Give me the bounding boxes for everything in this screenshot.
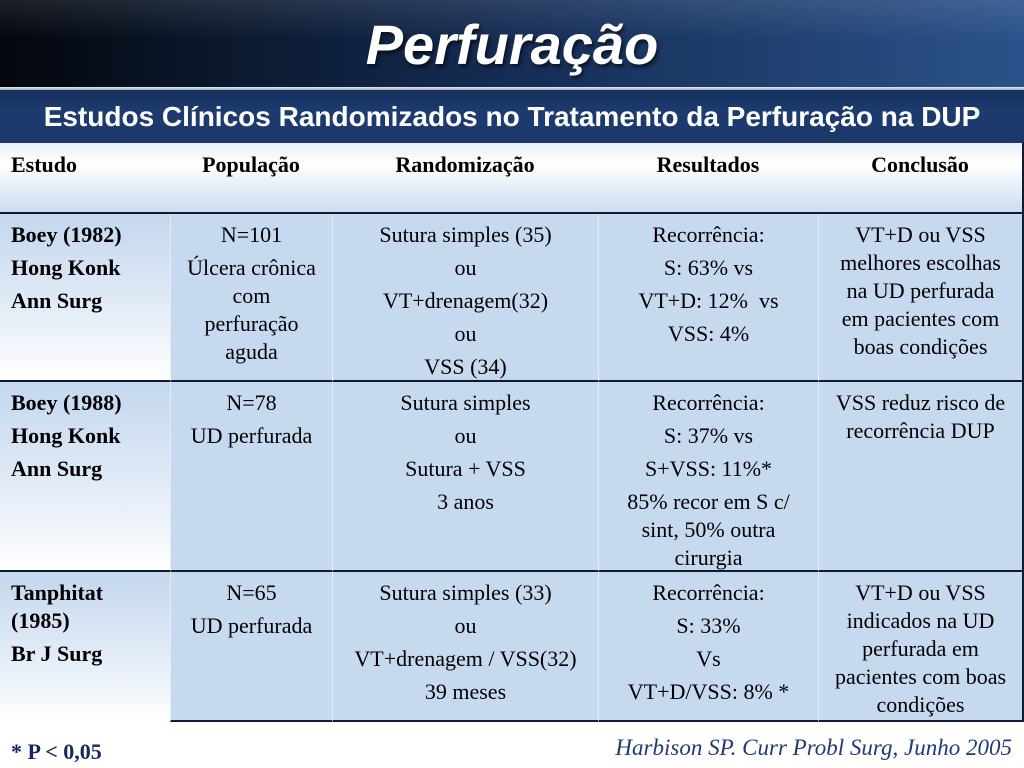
cell-line: Tanphitat (1985) xyxy=(11,580,109,633)
cell-line: 3 anos xyxy=(437,489,494,514)
column-header-conclusao: Conclusão xyxy=(818,143,1024,214)
cell-line: Recorrência: xyxy=(652,580,765,605)
cell-line: Recorrência: xyxy=(652,390,765,415)
banner-divider xyxy=(0,87,1024,90)
cell-line: 39 meses xyxy=(424,679,507,704)
cell-line: VSS (34) xyxy=(424,354,507,379)
cell-resultados: Recorrência: S: 63% vs VT+D: 12% vs VSS:… xyxy=(598,214,818,382)
banner-gloss xyxy=(0,0,1024,40)
studies-table: Estudo População Randomização Resultados… xyxy=(0,143,1024,722)
column-header-randomizacao: Randomização xyxy=(332,143,598,214)
cell-line: VSS reduz risco de recorrência DUP xyxy=(835,390,1011,443)
cell-line: VT+D ou VSS melhores escolhas na UD perf… xyxy=(840,222,1007,359)
cell-line: ou xyxy=(454,255,477,280)
cell-line: S+VSS: 11%* xyxy=(644,456,773,481)
title-banner: Perfuração xyxy=(0,0,1024,87)
cell-line: ou xyxy=(454,321,477,346)
cell-randomizacao: Sutura simples ou Sutura + VSS 3 anos xyxy=(332,382,598,572)
cell-line: VT+drenagem / VSS(32) xyxy=(354,646,577,671)
column-header-resultados: Resultados xyxy=(598,143,818,214)
cell-estudo: Tanphitat (1985) Br J Surg xyxy=(0,572,170,722)
cell-line: S: 33% xyxy=(676,613,741,638)
cell-estudo: Boey (1982) Hong Konk Ann Surg xyxy=(0,214,170,382)
cell-conclusao: VSS reduz risco de recorrência DUP xyxy=(818,382,1024,572)
cell-line: Br J Surg xyxy=(11,641,103,666)
cell-line: VT+D: 12% vs xyxy=(638,288,779,313)
cell-line: Hong Konk xyxy=(11,255,121,280)
cell-line: Sutura simples (33) xyxy=(379,580,552,605)
cell-line: Recorrência: xyxy=(652,222,765,247)
cell-line: Boey (1982) xyxy=(11,222,122,247)
cell-line: ou xyxy=(454,423,477,448)
cell-line: N=78 xyxy=(226,390,277,415)
cell-resultados: Recorrência: S: 37% vs S+VSS: 11%* 85% r… xyxy=(598,382,818,572)
cell-line: Boey (1988) xyxy=(11,390,122,415)
cell-line: Sutura + VSS xyxy=(405,456,526,481)
subtitle-bar: Estudos Clínicos Randomizados no Tratame… xyxy=(0,90,1024,143)
cell-line: Ann Surg xyxy=(11,456,103,481)
cell-line: ou xyxy=(454,613,477,638)
cell-resultados: Recorrência: S: 33% Vs VT+D/VSS: 8% * xyxy=(598,572,818,722)
cell-line: Úlcera crônica com perfuração aguda xyxy=(187,255,322,364)
cell-line: UD perfurada xyxy=(190,613,313,638)
cell-line: UD perfurada xyxy=(190,423,313,448)
cell-line: VSS: 4% xyxy=(667,321,750,346)
cell-line: VT+drenagem(32) xyxy=(382,288,549,313)
cell-populacao: N=101 Úlcera crônica com perfuração agud… xyxy=(170,214,332,382)
slide-subtitle: Estudos Clínicos Randomizados no Tratame… xyxy=(43,101,981,132)
cell-estudo: Boey (1988) Hong Konk Ann Surg xyxy=(0,382,170,572)
cell-line: N=101 xyxy=(220,222,283,247)
cell-line: Ann Surg xyxy=(11,288,103,313)
cell-line: S: 37% vs xyxy=(663,423,754,448)
cell-conclusao: VT+D ou VSS indicados na UD perfurada em… xyxy=(818,572,1024,722)
cell-populacao: N=65 UD perfurada xyxy=(170,572,332,722)
cell-line: VT+D/VSS: 8% * xyxy=(627,679,790,704)
significance-footnote: * P < 0,05 xyxy=(11,739,102,764)
column-header-populacao: População xyxy=(170,143,332,214)
column-header-estudo: Estudo xyxy=(0,143,170,214)
slide-title: Perfuração xyxy=(365,13,659,76)
cell-populacao: N=78 UD perfurada xyxy=(170,382,332,572)
cell-conclusao: VT+D ou VSS melhores escolhas na UD perf… xyxy=(818,214,1024,382)
cell-randomizacao: Sutura simples (35) ou VT+drenagem(32) o… xyxy=(332,214,598,382)
cell-line: VT+D ou VSS indicados na UD perfurada em… xyxy=(834,580,1012,717)
cell-line: 85% recor em S c/ sint, 50% outra cirurg… xyxy=(627,489,796,570)
cell-randomizacao: Sutura simples (33) ou VT+drenagem / VSS… xyxy=(332,572,598,722)
cell-line: N=65 xyxy=(226,580,277,605)
cell-line: Sutura simples xyxy=(400,390,531,415)
cell-line: Sutura simples (35) xyxy=(379,222,552,247)
cell-line: Hong Konk xyxy=(11,423,121,448)
source-citation: Harbison SP. Curr Probl Surg, Junho 2005 xyxy=(615,735,1012,760)
cell-line: Vs xyxy=(696,646,721,671)
cell-line: S: 63% vs xyxy=(663,255,754,280)
